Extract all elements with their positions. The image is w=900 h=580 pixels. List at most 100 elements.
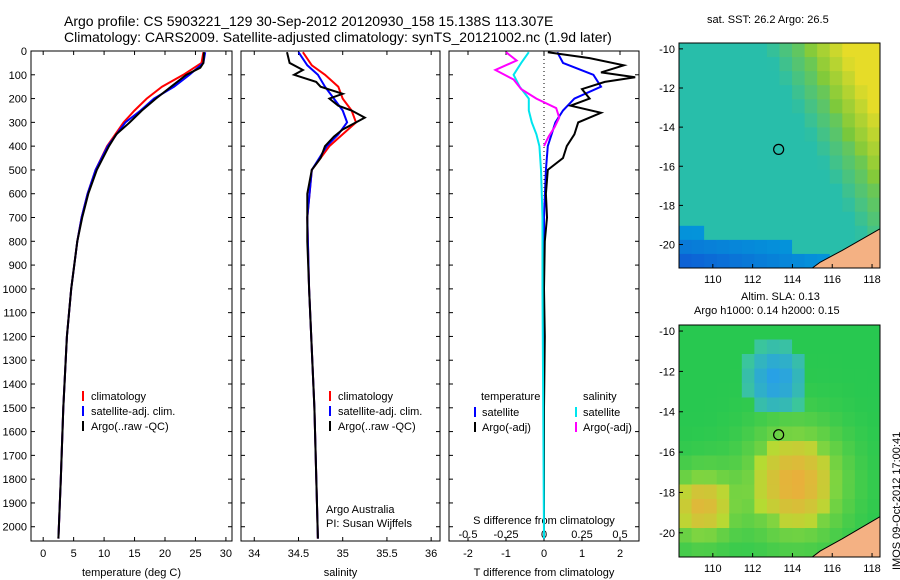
map-4-cell: [716, 441, 730, 456]
map-3-cell: [679, 197, 693, 213]
map-4-cell: [829, 470, 843, 485]
map-3-cell: [754, 183, 768, 199]
panel-2-xtick-label: 1: [579, 548, 585, 560]
map-3-cell: [867, 127, 881, 142]
panel-2-xtick-label: -1: [501, 548, 511, 560]
map-3-cell: [817, 141, 831, 156]
legend-item-label: Argo(..raw -QC): [338, 421, 416, 433]
map-3-cell: [691, 239, 705, 255]
map-4-cell: [691, 354, 705, 369]
map-3-cell: [792, 113, 806, 128]
map-3-cell: [817, 211, 831, 227]
map-3-cell: [729, 211, 743, 227]
panel-2-xtick-label: -2: [463, 548, 473, 560]
map-3-cell: [716, 141, 730, 156]
map-3-cell: [792, 253, 806, 269]
map-3-cell: [729, 183, 743, 199]
panel-0-xtick-label: 5: [71, 548, 77, 560]
map-4-cell: [679, 397, 693, 413]
map-3-cell: [842, 85, 856, 100]
map-3-cell: [766, 211, 780, 227]
map-4-cell: [691, 455, 705, 471]
map-3-cell: [817, 127, 831, 142]
panel-0-xtick-label: 10: [98, 548, 110, 560]
map-4-cell: [792, 426, 806, 442]
map-4-cell: [842, 484, 856, 500]
map-4-cell: [679, 499, 693, 514]
map-3-cell: [766, 225, 780, 241]
map-3-cell: [854, 85, 868, 100]
map-3-cell: [829, 183, 843, 199]
map-4-cell: [741, 542, 755, 558]
map-4-cell: [842, 470, 856, 485]
map-4-cell: [779, 412, 793, 427]
map-4-cell: [691, 441, 705, 456]
map-3-cell: [704, 85, 718, 100]
map-3-cell: [829, 225, 843, 241]
map-4-cell: [716, 499, 730, 514]
map-4-cell: [679, 426, 693, 442]
map-4-cell: [741, 397, 755, 413]
map-4-cell: [804, 383, 818, 398]
map-3-cell: [691, 99, 705, 114]
map-3-cell: [817, 99, 831, 114]
map-4-cell: [741, 441, 755, 456]
map-4-cell: [817, 470, 831, 485]
map-3-cell: [766, 197, 780, 213]
map-4-cell: [854, 426, 868, 442]
map-4-cell: [867, 397, 881, 413]
panel-2-series-1: [542, 51, 636, 539]
map-3-cell: [679, 85, 693, 100]
map-3-cell: [766, 253, 780, 269]
sst-map-title: sat. SST: 26.2 Argo: 26.5: [707, 14, 829, 26]
map-3-cell: [691, 71, 705, 86]
map-4-cell: [716, 542, 730, 558]
map-4-cell: [729, 412, 743, 427]
map-3-cell: [729, 253, 743, 269]
map-4-cell: [829, 484, 843, 500]
map-3-cell: [842, 211, 856, 227]
map-4-cell: [817, 426, 831, 442]
map-3-cell: [716, 99, 730, 114]
map-3-cell: [679, 253, 693, 269]
map-3-cell: [817, 239, 831, 255]
diff-legend-heading: salinity: [583, 391, 617, 403]
map-3-cell: [679, 113, 693, 128]
map-4-xtick-label: 110: [704, 563, 722, 575]
map-4-xtick-label: 118: [863, 563, 881, 575]
panel-1-xtick-label: 36: [425, 548, 437, 560]
map-3-cell: [691, 57, 705, 72]
map-3-cell: [766, 127, 780, 142]
panel-1-xtick-label: 34.5: [288, 548, 309, 560]
map-4-cell: [691, 383, 705, 398]
sdiff-tick-label: 0.5: [612, 529, 627, 541]
map-3-cell: [842, 127, 856, 142]
map-3-cell: [804, 155, 818, 171]
map-4-cell: [716, 397, 730, 413]
map-3-cell: [679, 127, 693, 142]
map-3-cell: [691, 183, 705, 199]
map-3-cell: [729, 197, 743, 213]
legend-item-label: climatology: [91, 391, 147, 403]
map-4-cell: [842, 455, 856, 471]
map-4-cell: [704, 455, 718, 471]
map-4-cell: [704, 325, 718, 340]
map-3-cell: [716, 43, 730, 58]
map-3-cell: [829, 239, 843, 255]
map-4-cell: [679, 412, 693, 427]
map-4-cell: [842, 368, 856, 384]
map-4-cell: [842, 412, 856, 427]
map-3-cell: [754, 239, 768, 255]
map-4-cell: [716, 528, 730, 543]
map-4-cell: [766, 339, 780, 355]
map-3-cell: [817, 225, 831, 241]
map-3-cell: [829, 71, 843, 86]
map-3-argo-marker: [773, 143, 785, 155]
map-4-cell: [741, 470, 755, 485]
map-3-cell: [754, 113, 768, 128]
map-4-cell: [741, 339, 755, 355]
map-4-frame: [678, 324, 881, 558]
map-4-ytick-label: -20: [659, 528, 675, 540]
map-3-cell: [754, 155, 768, 171]
map-4-cell: [729, 397, 743, 413]
